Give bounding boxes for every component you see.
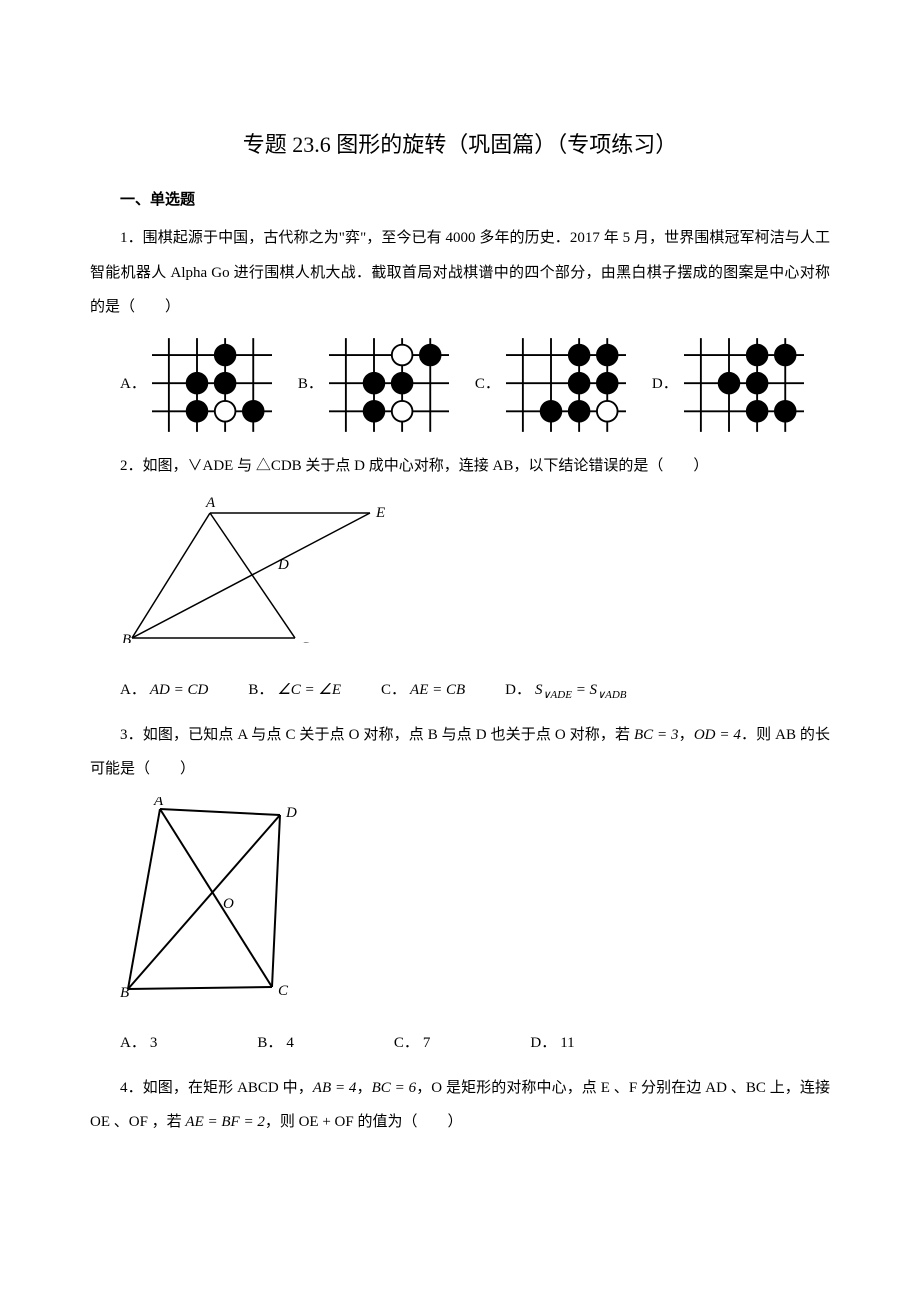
go-board-c [506,335,626,435]
q1-opt-c[interactable]: C． [475,335,626,435]
q2-opt-a[interactable]: A．AD = CD [120,673,208,708]
q1-opt-b-label: B． [298,367,323,402]
go-board-d [684,335,804,435]
page-title: 专题 23.6 图形的旋转（巩固篇）（专项练习） [90,120,830,171]
svg-text:C: C [278,983,289,997]
q1-opt-d-label: D． [652,367,678,402]
section-heading: 一、单选题 [90,183,830,218]
svg-text:O: O [223,896,234,912]
svg-text:C: C [299,640,310,643]
q3-figure-wrap: A D O B C [90,797,830,1011]
svg-text:D: D [285,805,297,821]
go-board-a [152,335,272,435]
q3-opt-c[interactable]: C．7 [394,1026,431,1061]
q1-options: A． B． C． D． [90,335,830,435]
q1-text: 1．围棋起源于中国，古代称之为"弈"，至今已有 4000 多年的历史．2017 … [90,221,830,325]
svg-text:A: A [205,495,216,511]
q3-opt-d[interactable]: D．11 [530,1026,574,1061]
q1-opt-d[interactable]: D． [652,335,804,435]
svg-text:E: E [375,505,385,521]
q2-text: 2．如图，∨ADE 与 △CDB 关于点 D 成中心对称，连接 AB，以下结论错… [90,449,830,484]
q2-figure: A E D B C [120,493,400,643]
q3-text: 3．如图，已知点 A 与点 C 关于点 O 对称，点 B 与点 D 也关于点 O… [90,718,830,787]
q1-opt-a-label: A． [120,367,146,402]
svg-text:A: A [153,797,164,809]
q1-opt-b[interactable]: B． [298,335,449,435]
svg-text:D: D [277,557,289,573]
q2-opt-c[interactable]: C．AE = CB [381,673,465,708]
svg-text:B: B [120,985,129,997]
go-board-b [329,335,449,435]
q3-opt-a[interactable]: A．3 [120,1026,157,1061]
q1-opt-a[interactable]: A． [120,335,272,435]
q2-opt-d[interactable]: D．S∨ADE = S∨ADB [505,673,626,708]
q2-options: A．AD = CD B．∠C = ∠E C．AE = CB D．S∨ADE = … [90,673,830,708]
q4-text: 4．如图，在矩形 ABCD 中，AB = 4，BC = 6，O 是矩形的对称中心… [90,1071,830,1140]
svg-text:B: B [122,632,131,643]
q3-options: A．3 B．4 C．7 D．11 [90,1026,830,1061]
q2-figure-wrap: A E D B C [90,493,830,657]
q1-opt-c-label: C． [475,367,500,402]
q2-opt-b[interactable]: B．∠C = ∠E [248,673,341,708]
q3-figure: A D O B C [120,797,300,997]
q3-opt-b[interactable]: B．4 [257,1026,294,1061]
